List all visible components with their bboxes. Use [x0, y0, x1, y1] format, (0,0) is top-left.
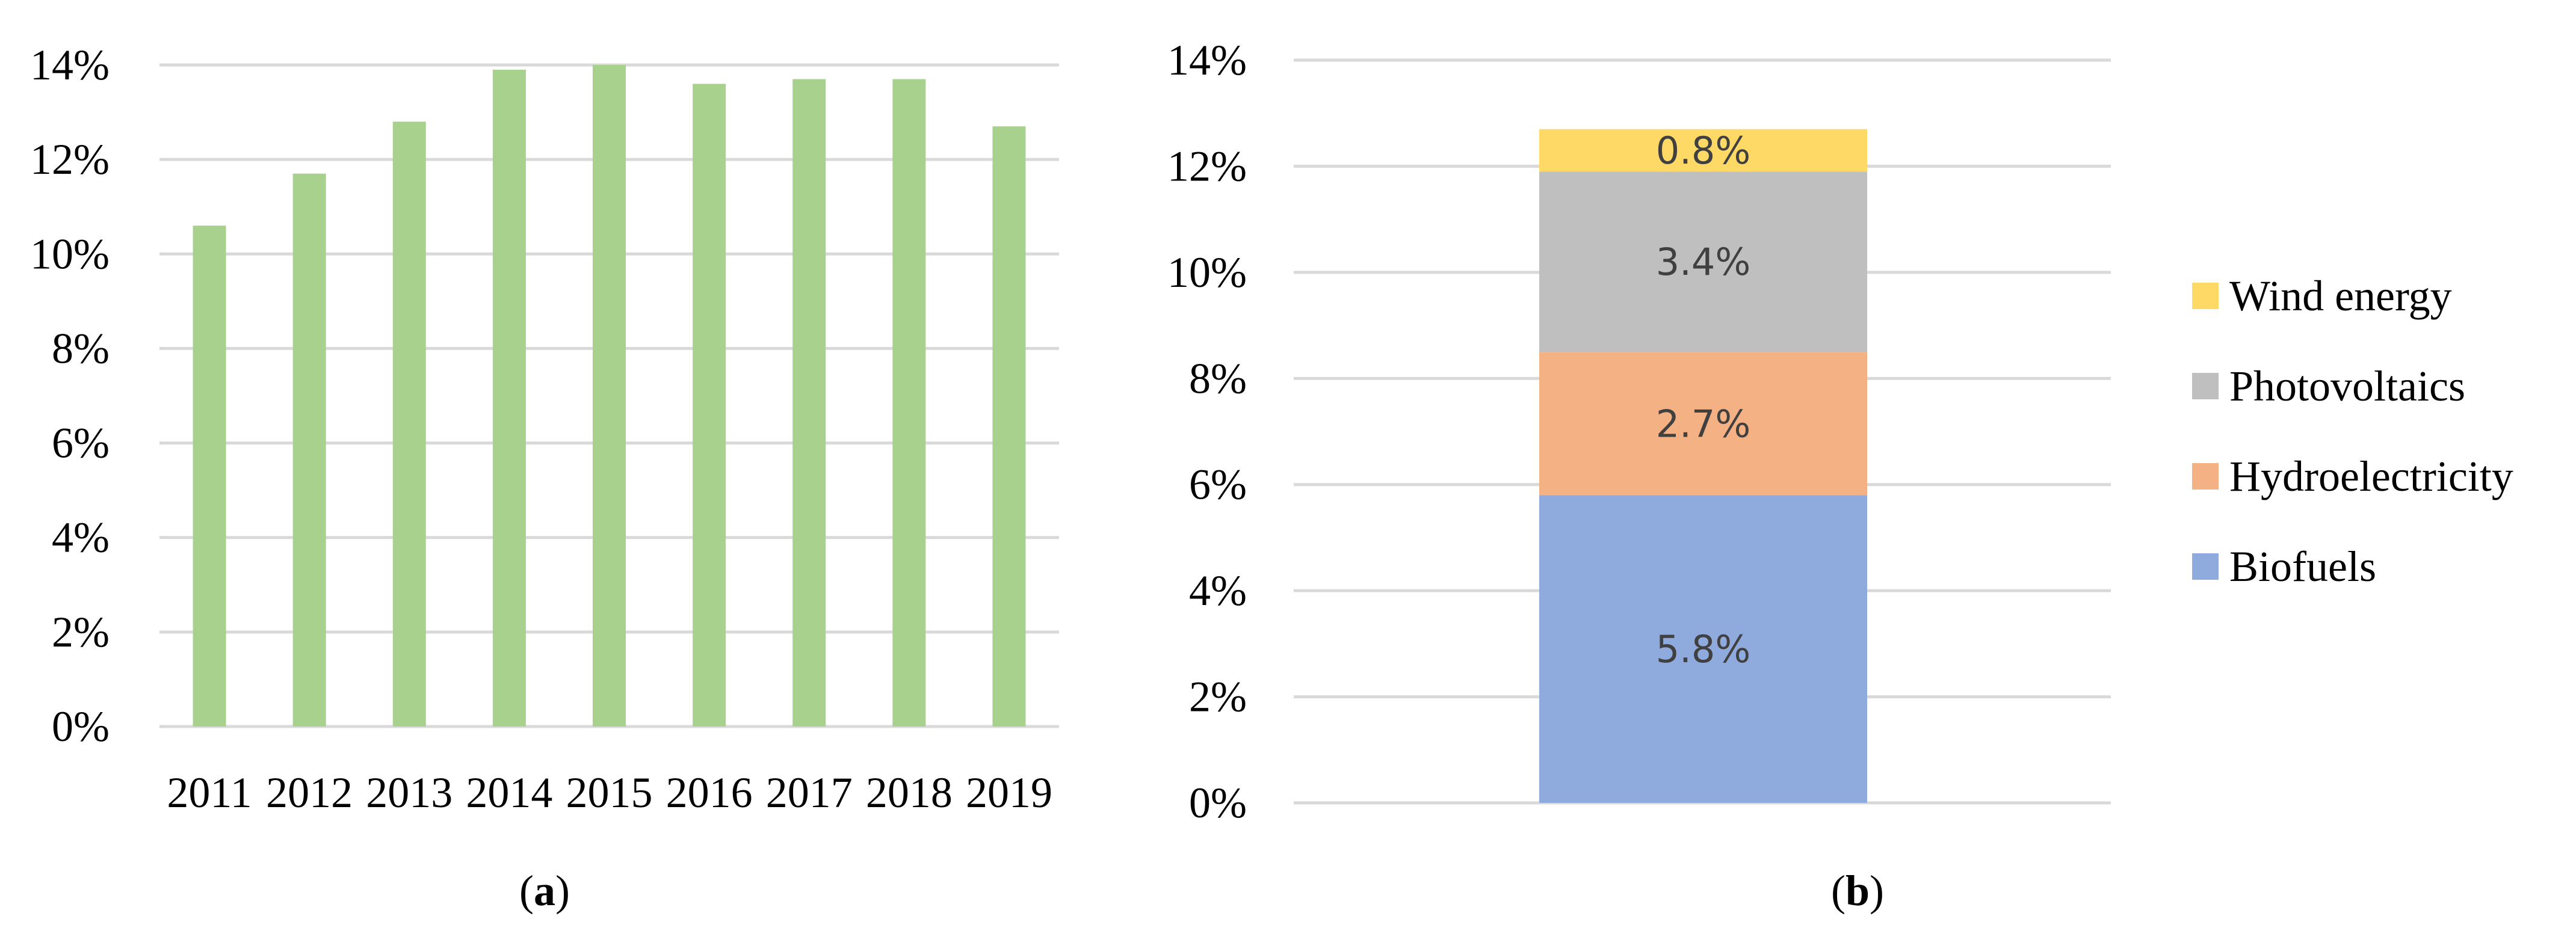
panel-caption-letter: b: [1846, 867, 1870, 915]
legend-swatch: [2192, 373, 2219, 399]
x-tick-label: 2014: [466, 769, 552, 817]
data-label: 2.7%: [1656, 402, 1751, 446]
x-tick-label: 2012: [266, 769, 353, 817]
bar: [593, 65, 626, 727]
bar-segment: [1539, 129, 1867, 172]
bar: [892, 79, 926, 727]
y-tick-label: 2%: [52, 608, 110, 656]
bar-segment: [1539, 171, 1867, 352]
y-tick-label: 12%: [1167, 142, 1247, 190]
panel-b-chart: 0% 2% 4% 6% 8% 10% 12% 14% 5.8% 2.7% 3.4% 0.8% Wind …: [1167, 36, 2513, 827]
legend-label: Wind energy: [2229, 272, 2452, 320]
y-tick-label: 12%: [30, 135, 110, 183]
bar-segment: [1539, 352, 1867, 496]
legend-swatch: [2192, 463, 2219, 490]
legend-swatch: [2192, 283, 2219, 309]
panel-a-chart: 0% 2% 4% 6% 8% 10% 12% 14% 2011 2012 2013 2014 2015 2…: [30, 41, 1059, 817]
data-label: 5.8%: [1656, 627, 1751, 671]
y-tick-label: 4%: [1189, 567, 1247, 615]
y-tick-label: 0%: [1189, 779, 1247, 827]
x-tick-label: 2013: [366, 769, 452, 817]
y-tick-label: 10%: [30, 230, 110, 278]
bar-segment: [1539, 495, 1867, 803]
bar: [792, 79, 826, 727]
x-tick-label: 2016: [666, 769, 753, 817]
y-tick-label: 8%: [52, 324, 110, 372]
y-tick-label: 6%: [52, 419, 110, 467]
panel-caption: (b): [1831, 867, 1884, 915]
panel-caption: (a): [519, 867, 570, 915]
bar: [693, 84, 726, 727]
x-tick-label: 2015: [566, 769, 653, 817]
y-tick-label: 6%: [1189, 461, 1247, 509]
legend-swatch: [2192, 553, 2219, 580]
y-tick-label: 14%: [30, 41, 110, 89]
panel-caption-letter: a: [534, 867, 555, 915]
x-tick-label: 2018: [866, 769, 953, 817]
x-tick-label: 2017: [766, 769, 853, 817]
bar: [992, 126, 1026, 727]
x-tick-label: 2019: [966, 769, 1052, 817]
y-tick-label: 8%: [1189, 354, 1247, 402]
legend-label: Biofuels: [2229, 542, 2376, 591]
legend-label: Photovoltaics: [2229, 362, 2465, 410]
y-tick-label: 14%: [1167, 36, 1247, 84]
bar: [193, 226, 226, 727]
legend-label: Hydroelectricity: [2229, 452, 2513, 500]
captions: (a) (b): [519, 867, 1884, 915]
data-label: 0.8%: [1656, 129, 1751, 173]
y-tick-label: 2%: [1189, 673, 1247, 721]
data-label: 3.4%: [1656, 240, 1751, 284]
bar: [492, 69, 526, 727]
y-tick-label: 0%: [52, 702, 110, 751]
y-tick-label: 4%: [52, 514, 110, 562]
y-tick-label: 10%: [1167, 248, 1247, 297]
bar: [392, 121, 426, 727]
bar: [292, 173, 326, 727]
x-tick-label: 2011: [167, 769, 252, 817]
